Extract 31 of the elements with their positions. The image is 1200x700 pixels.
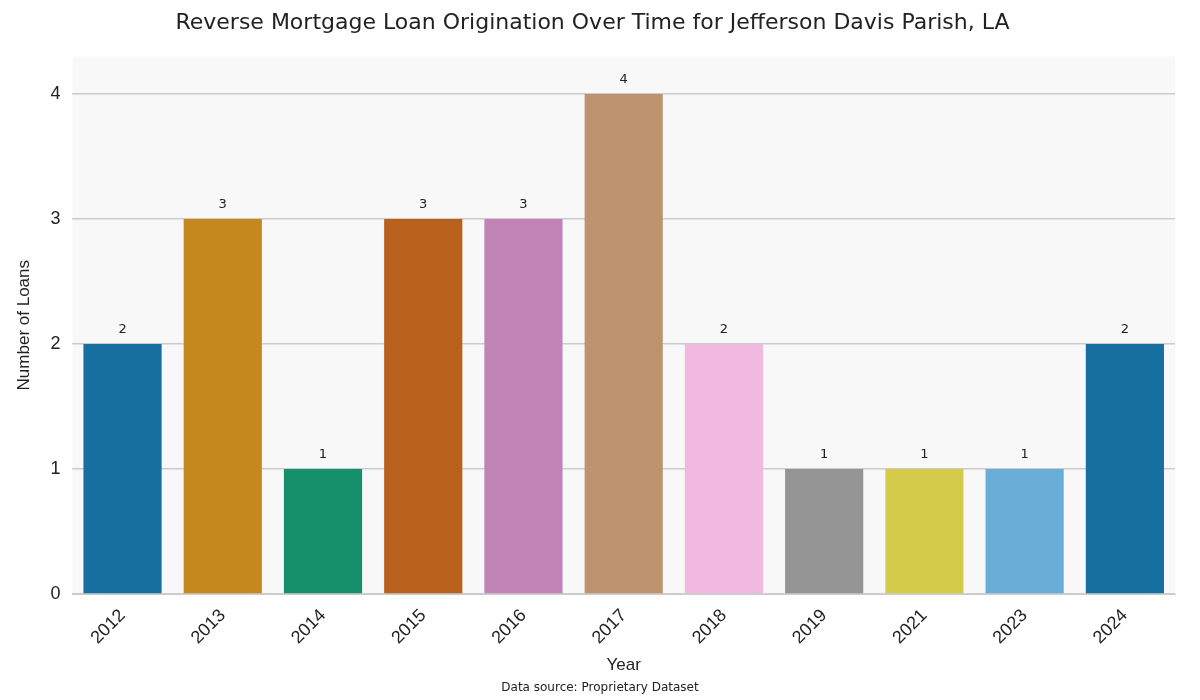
y-tick-label: 1 [50,457,61,478]
chart-title: Reverse Mortgage Loan Origination Over Time for Jefferson Davis Parish, LA [175,8,1010,34]
source-note: Data source: Proprietary Dataset [500,680,700,694]
bar [183,218,262,594]
bar [684,343,764,594]
data-label: 3 [519,195,528,211]
data-label: 4 [619,70,628,86]
bar [283,468,363,594]
y-tick-label: 3 [50,207,61,228]
bar [985,468,1064,594]
data-label: 2 [118,320,127,336]
data-label: 1 [920,445,929,461]
y-tick-label: 4 [50,82,61,103]
data-label: 3 [218,195,227,211]
bar [484,218,563,594]
x-axis-title: Year [606,655,642,675]
bar [584,93,663,594]
y-tick-label: 2 [50,332,61,353]
bar [1085,343,1164,594]
data-label: 1 [1020,445,1029,461]
data-label: 2 [719,320,729,336]
data-label: 1 [820,445,829,461]
bar [885,468,964,594]
data-label: 1 [318,445,328,461]
y-tick-label: 0 [50,582,61,603]
bar [83,343,162,594]
y-axis-title: Number of Loans [13,260,33,391]
data-label: 2 [1120,320,1130,336]
bar [785,468,864,594]
bar [384,218,463,594]
data-label: 3 [419,195,428,211]
